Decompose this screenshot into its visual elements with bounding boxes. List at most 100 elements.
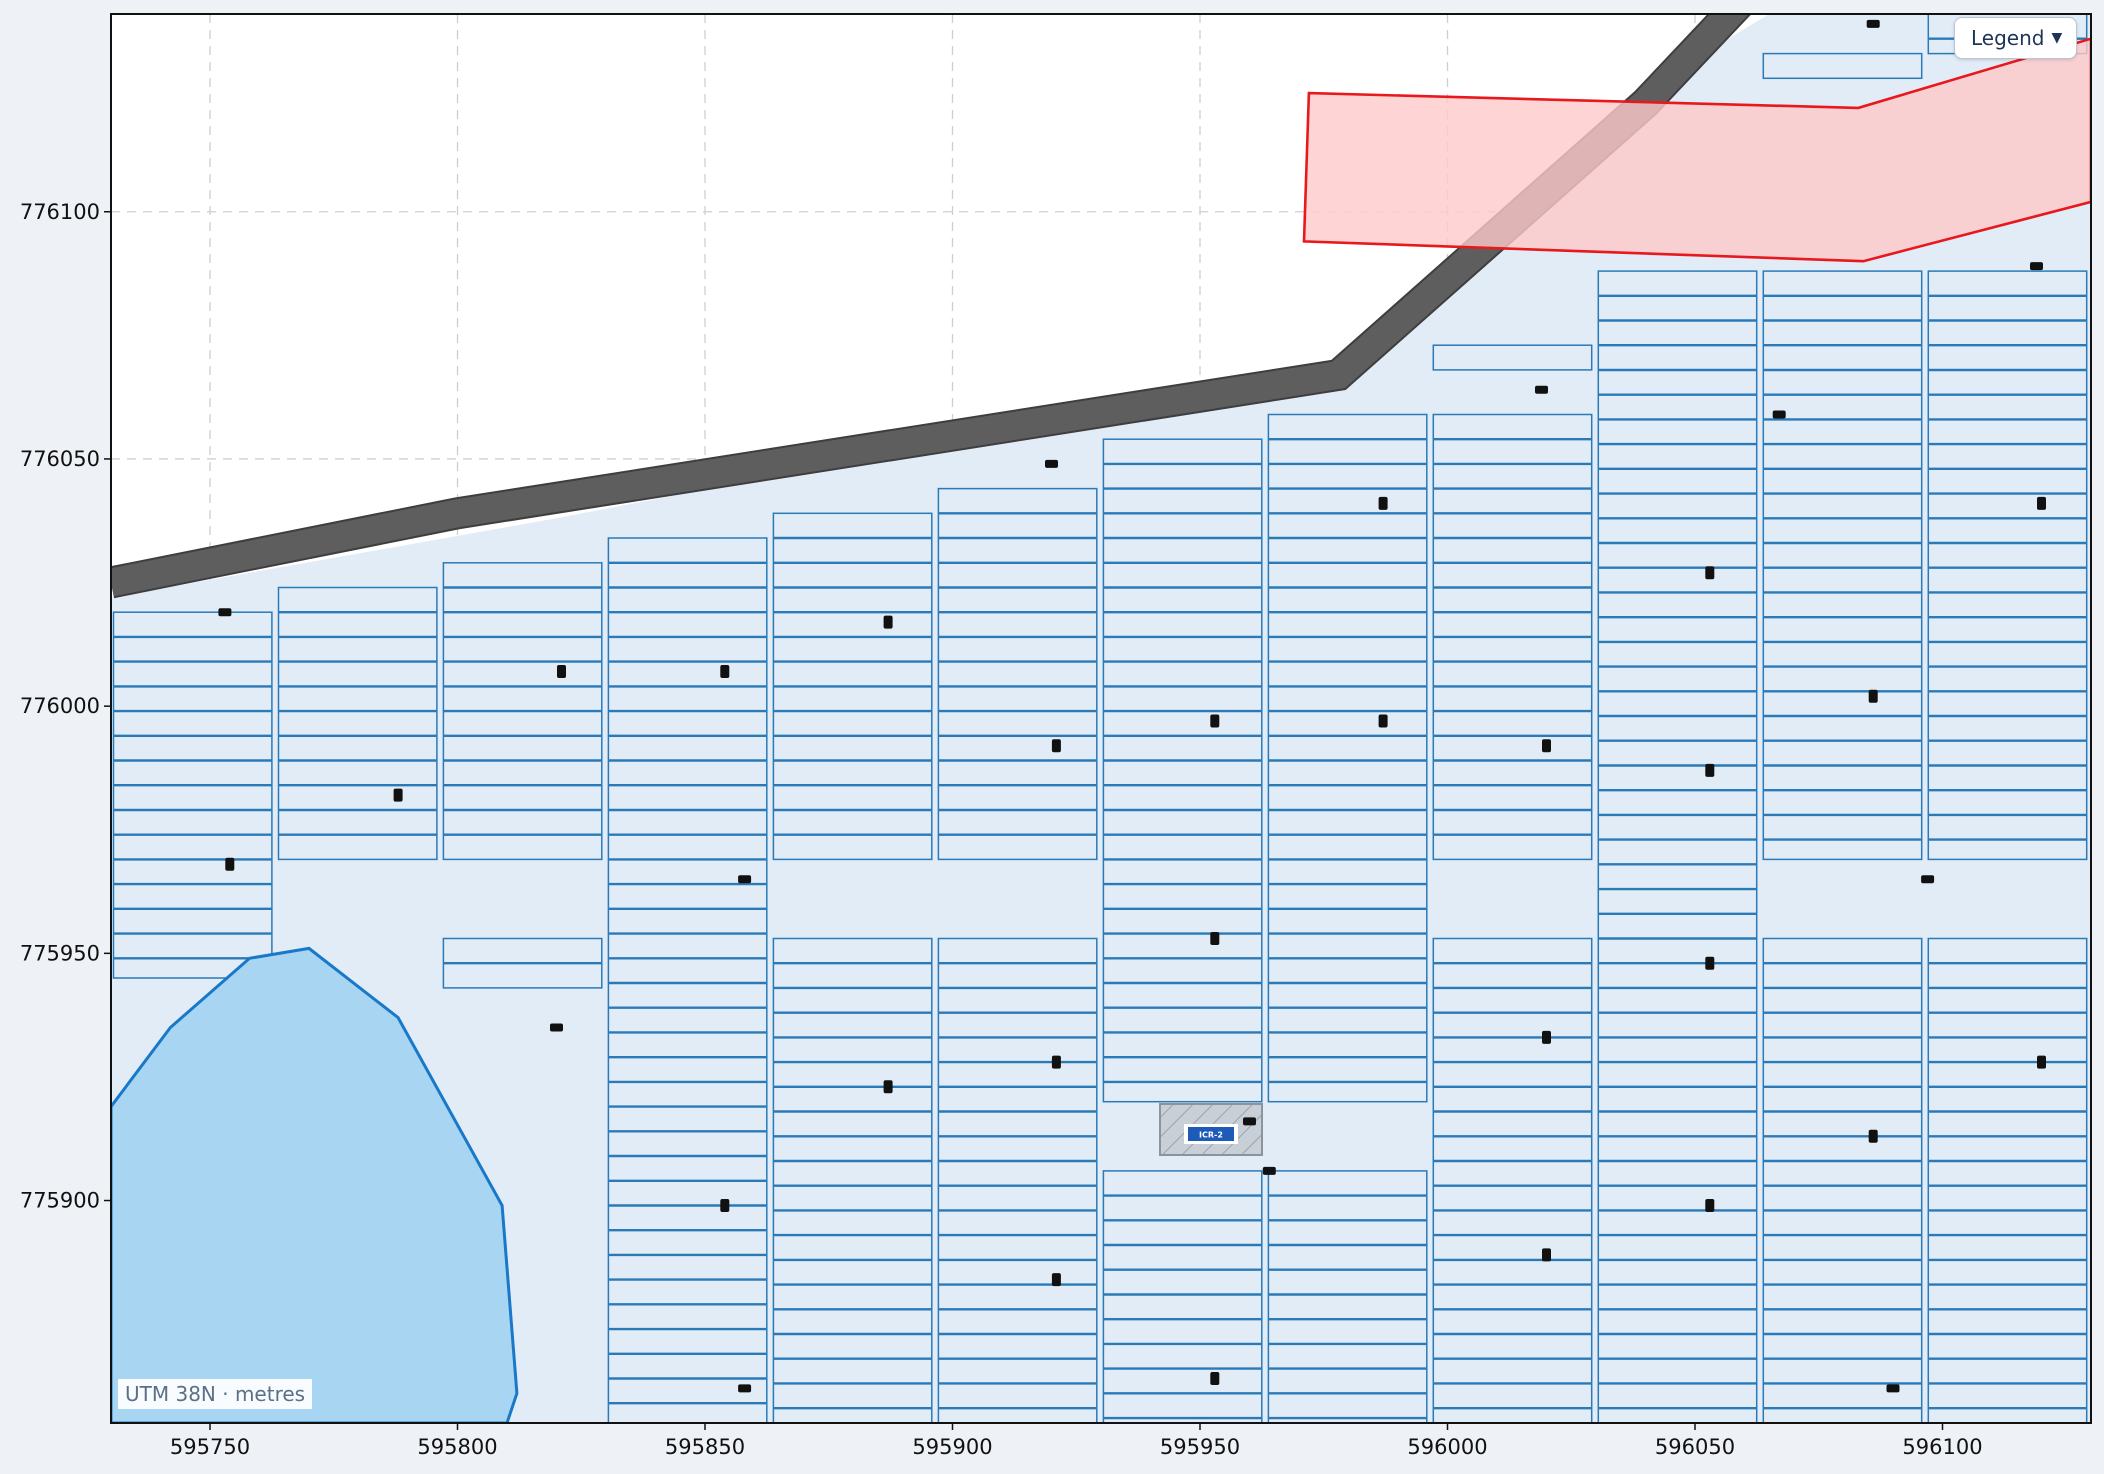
pv-block-outline [772, 937, 933, 1423]
crs-units-label: UTM 38N · metres [118, 1379, 313, 1409]
y-tick-label: 776000 [20, 694, 100, 718]
inverter-marker[interactable] [1045, 459, 1058, 468]
inverter-marker[interactable] [218, 608, 232, 617]
inverter-marker[interactable] [738, 875, 752, 884]
inverter-marker[interactable] [1535, 385, 1548, 394]
pv-block[interactable] [1762, 52, 1923, 80]
inverter-marker[interactable] [1705, 1199, 1715, 1212]
legend-toggle-button[interactable]: Legend ▼ [1954, 17, 2078, 59]
inverter-marker[interactable] [1886, 1384, 1900, 1393]
pv-block[interactable] [772, 512, 933, 861]
inverter-marker[interactable] [1705, 956, 1715, 970]
pv-block[interactable] [1432, 344, 1593, 371]
pv-block-outline [1762, 937, 1923, 1423]
pv-block[interactable] [2093, 222, 2104, 1423]
pv-block-outline [112, 611, 273, 979]
x-tick-label: 595900 [912, 1435, 992, 1459]
inverter-marker[interactable] [1542, 1248, 1551, 1262]
inverter-marker[interactable] [1051, 1273, 1061, 1287]
pv-block[interactable] [1597, 270, 1758, 1423]
inverter-marker[interactable] [1051, 1055, 1061, 1069]
pv-block[interactable] [442, 562, 603, 861]
exclusion-zone[interactable] [1302, 37, 2091, 263]
pv-block-outline [937, 487, 1098, 861]
inverter-marker[interactable] [720, 665, 730, 678]
x-tick-label: 595950 [1160, 1435, 1240, 1459]
pv-block-outline [1102, 1170, 1263, 1423]
inverter-marker[interactable] [720, 1199, 730, 1212]
x-tick-label: 595850 [665, 1435, 745, 1459]
x-axis-ticks: 595750 595800 595850 595900 595950 596000 5960… [170, 1423, 1983, 1459]
pv-block-outline [1762, 52, 1923, 80]
pv-block[interactable] [1762, 937, 1923, 1424]
pv-block[interactable] [1927, 937, 2088, 1424]
inverter-marker[interactable] [2037, 1055, 2046, 1069]
site-boundary-area[interactable] [111, 14, 2091, 1423]
pv-block[interactable] [1927, 270, 2088, 861]
pv-block[interactable] [1102, 1170, 1263, 1423]
pv-block-outline [1432, 937, 1593, 1423]
inverter-marker[interactable] [557, 665, 566, 678]
pv-block[interactable] [937, 487, 1098, 861]
y-tick-label: 775950 [20, 941, 100, 965]
inverter-marker[interactable] [1262, 1166, 1276, 1175]
pv-block-outline [1102, 438, 1263, 1103]
inverter-marker[interactable] [1210, 1372, 1220, 1385]
inverter-marker[interactable] [2037, 496, 2046, 510]
inverter-marker[interactable] [1705, 566, 1715, 580]
inverter-marker[interactable] [1378, 714, 1388, 728]
inverter-marker[interactable] [1243, 1117, 1256, 1126]
pv-block[interactable] [442, 937, 603, 989]
legend-label: Legend [1971, 26, 2045, 50]
inverter-marker[interactable] [1772, 410, 1786, 419]
inverter-marker[interactable] [1868, 1129, 1878, 1143]
inverter-marker[interactable] [1921, 875, 1935, 884]
y-axis-ticks: 775900 775950 776000 776050 776100 [20, 200, 111, 1213]
pv-block-outline [1267, 1170, 1428, 1423]
pv-block[interactable] [1102, 438, 1263, 1103]
pv-block[interactable] [277, 586, 438, 861]
inverter-marker[interactable] [550, 1023, 563, 1032]
water-body[interactable] [111, 946, 519, 1423]
pv-block-outline [277, 586, 438, 861]
inverter-marker[interactable] [1542, 1030, 1551, 1044]
y-tick-label: 776050 [20, 447, 100, 471]
pv-block[interactable] [112, 611, 273, 979]
substation-badge [1188, 1127, 1234, 1141]
pv-block[interactable] [1432, 413, 1593, 861]
inverter-marker[interactable] [1210, 714, 1220, 728]
inverter-marker[interactable] [225, 857, 235, 871]
pv-block-outline [1597, 270, 1758, 1423]
pv-block[interactable] [1762, 270, 1923, 861]
x-tick-label: 596050 [1655, 1435, 1735, 1459]
inverter-marker[interactable] [1542, 739, 1551, 753]
inverter-marker[interactable] [883, 615, 893, 629]
x-tick-label: 596000 [1407, 1435, 1487, 1459]
inverter-marker[interactable] [2030, 262, 2043, 271]
inverter-marker[interactable] [1868, 689, 1878, 703]
pv-block[interactable] [1267, 1170, 1428, 1423]
y-tick-label: 776100 [20, 200, 100, 224]
substation-icr-2[interactable]: ICR-2 [1159, 1103, 1263, 1156]
pv-block[interactable] [1432, 937, 1593, 1424]
pv-block[interactable] [772, 937, 933, 1424]
inverter-marker[interactable] [1378, 496, 1388, 510]
inverter-marker[interactable] [393, 788, 403, 802]
inverter-marker[interactable] [1210, 932, 1220, 945]
access-road[interactable] [111, 0, 1893, 599]
inverter-marker[interactable] [883, 1080, 893, 1094]
inverter-markers[interactable] [218, 19, 2046, 1393]
inverter-marker[interactable] [1051, 739, 1061, 753]
pv-block[interactable] [607, 537, 768, 1423]
pv-block[interactable] [937, 937, 1098, 1424]
pv-block-outline [937, 937, 1098, 1423]
pv-block-outline [2093, 222, 2104, 1423]
inverter-marker[interactable] [738, 1384, 752, 1393]
inverter-marker[interactable] [1866, 19, 1880, 28]
y-tick-label: 775900 [20, 1189, 100, 1213]
inverter-marker[interactable] [1705, 763, 1715, 777]
pv-block[interactable] [1267, 413, 1428, 1103]
pv-block-outline [1432, 344, 1593, 371]
substation-label: ICR-2 [1199, 1131, 1223, 1140]
